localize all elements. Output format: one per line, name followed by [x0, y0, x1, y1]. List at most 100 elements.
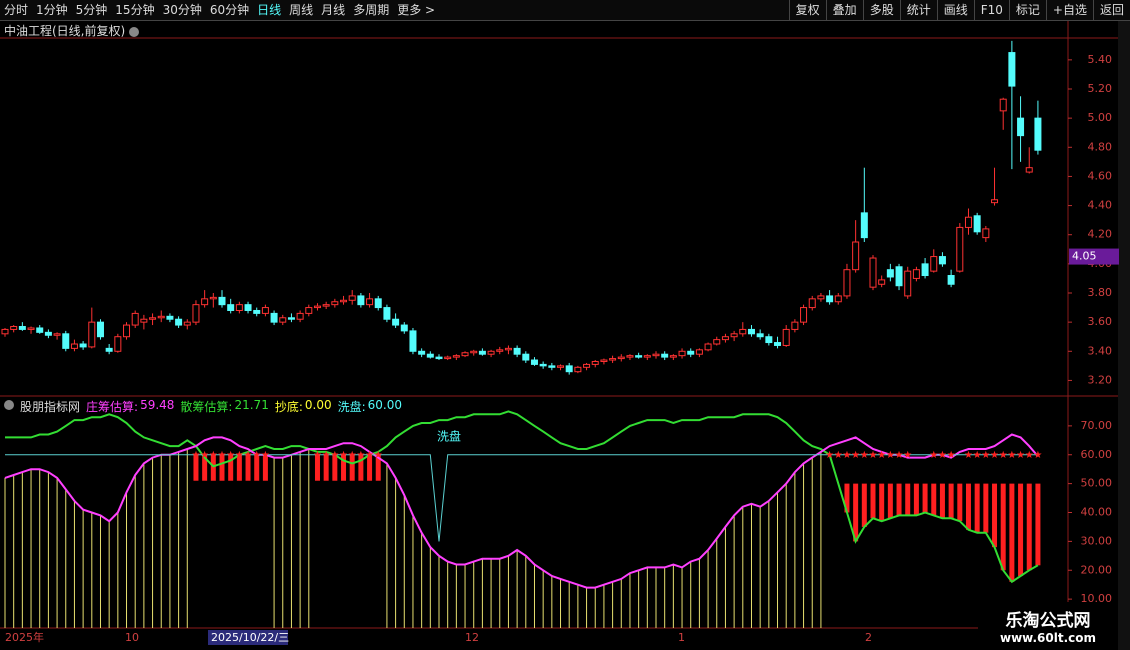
dropdown-icon[interactable] [129, 26, 140, 37]
y-tick-label: 3.80 [1088, 286, 1113, 299]
cursor-date: 2025/10/22/三 [211, 631, 289, 644]
red-bar [861, 483, 867, 527]
candle-body [626, 355, 634, 358]
toolbar-button[interactable]: 标记 [1008, 0, 1046, 20]
candle-body [192, 304, 200, 323]
candle-body [817, 295, 825, 300]
red-block [236, 454, 242, 481]
star [357, 450, 365, 458]
time-label: 2 [865, 631, 872, 644]
candle-body [149, 317, 157, 320]
candle-body [678, 350, 686, 357]
candle-body [1008, 52, 1016, 87]
candle-body [114, 336, 122, 352]
candle-body [461, 352, 469, 357]
candle-body [504, 347, 512, 351]
red-bar [1018, 483, 1024, 577]
star [999, 450, 1007, 458]
period-tab[interactable]: 分时 [4, 3, 29, 17]
candle-body [418, 350, 426, 355]
red-block [245, 454, 251, 481]
star [365, 450, 374, 458]
red-block [202, 454, 208, 481]
star [930, 450, 938, 458]
candle-body [938, 256, 946, 265]
candle-body [886, 269, 894, 278]
red-bar [983, 483, 989, 533]
candle-body [426, 353, 434, 358]
toolbar-button[interactable]: 复权 [788, 0, 826, 20]
red-bar [922, 483, 928, 513]
candle-body [661, 353, 669, 358]
candle-body [843, 269, 851, 297]
red-block [332, 454, 338, 481]
red-block [341, 454, 347, 481]
candle-body [452, 355, 460, 358]
red-bar [1035, 483, 1041, 566]
star [825, 450, 834, 458]
red-block [323, 454, 329, 481]
period-tab[interactable]: 多周期 [353, 3, 390, 17]
star [990, 450, 999, 458]
candle-body [513, 347, 521, 355]
period-tab[interactable]: 日线 [257, 3, 282, 17]
candle-body [400, 324, 408, 332]
star [1008, 450, 1016, 458]
period-tab[interactable]: 5分钟 [75, 3, 108, 17]
red-bar [870, 483, 876, 519]
candle-body [62, 333, 70, 349]
period-tab[interactable]: 周线 [289, 3, 314, 17]
red-block [314, 454, 320, 481]
y-tick-label: 50.00 [1081, 477, 1113, 490]
candle-body [18, 326, 26, 330]
period-tab[interactable]: 60分钟 [209, 3, 250, 17]
red-block [358, 454, 364, 481]
star [244, 450, 252, 458]
star [252, 450, 261, 458]
toolbar-button[interactable]: +自选 [1045, 0, 1093, 20]
period-tab[interactable]: 15分钟 [115, 3, 155, 17]
toolbar-button[interactable]: 统计 [899, 0, 937, 20]
y-tick-label: 10.00 [1081, 592, 1113, 605]
candle-body [574, 366, 582, 373]
toolbar-button[interactable]: F10 [973, 0, 1009, 20]
candle-body [435, 356, 443, 360]
period-tab[interactable]: 更多 > [397, 3, 436, 17]
time-label: 12 [465, 631, 479, 644]
candle-body [227, 304, 235, 311]
candle-body [973, 215, 981, 233]
candle-body [88, 321, 96, 348]
dropdown-icon[interactable] [4, 400, 14, 410]
candle-body [522, 353, 530, 361]
period-tab[interactable]: 1分钟 [36, 3, 68, 17]
toolbar-button[interactable]: 画线 [936, 0, 974, 20]
time-label: 1 [678, 631, 685, 644]
candle-body [826, 295, 834, 303]
candle-body [548, 365, 556, 368]
toolbar-button[interactable]: 叠加 [825, 0, 863, 20]
candle-body [53, 333, 61, 336]
star [339, 450, 348, 458]
candle-body [643, 355, 651, 358]
candle-body [895, 266, 903, 287]
star [973, 450, 981, 458]
period-tab[interactable]: 月线 [321, 3, 346, 17]
readout-label: 庄筹估算: [86, 400, 139, 414]
candle-body [800, 307, 808, 323]
red-block [349, 454, 355, 481]
red-bar [896, 483, 902, 516]
red-block [193, 454, 199, 481]
period-tab[interactable]: 30分钟 [162, 3, 202, 17]
candle-body [991, 199, 999, 204]
indicator-header: 股朋指标网 庄筹估算: 59.48 散筹估算: 21.71 抄底: 0.00 洗盘: 60.00 [4, 398, 402, 415]
candle-body [1025, 167, 1033, 173]
star [348, 450, 356, 458]
toolbar-button[interactable]: 返回 [1092, 0, 1130, 20]
readout-value: 0.00 [304, 398, 332, 412]
y-tick-label: 5.40 [1088, 53, 1113, 66]
toolbar-button[interactable]: 多股 [862, 0, 900, 20]
candle-body [964, 216, 972, 228]
candle-body [765, 336, 773, 344]
candle-body [305, 307, 313, 314]
